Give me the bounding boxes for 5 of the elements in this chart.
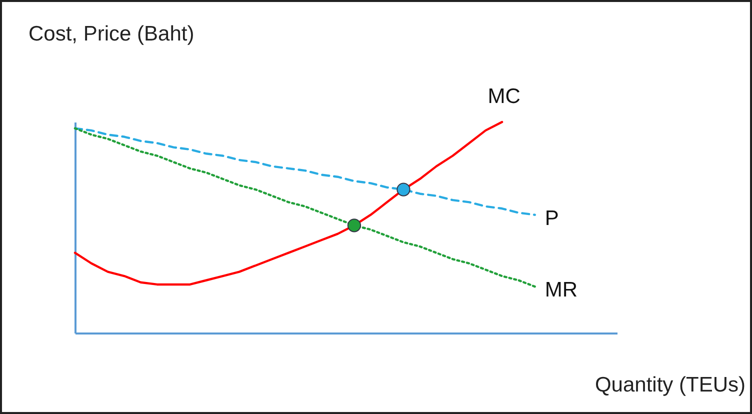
x-axis-title: Quantity (TEUs) (594, 374, 746, 396)
series-label: P (544, 206, 559, 230)
y-axis-title: Cost, Price (Baht) (28, 22, 194, 46)
series-label: MR (544, 278, 578, 302)
series-label: MC (488, 85, 520, 108)
